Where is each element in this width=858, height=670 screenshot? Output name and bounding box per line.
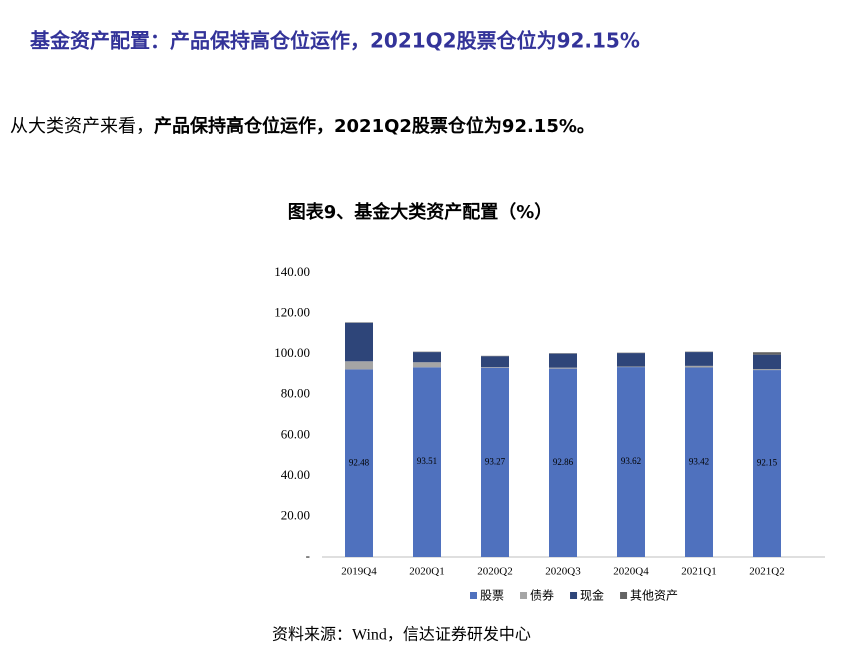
x-tick-label: 2021Q1 bbox=[681, 566, 716, 578]
bar-segment bbox=[345, 361, 373, 370]
value-label: 93.62 bbox=[621, 456, 641, 466]
bar-segment bbox=[617, 353, 645, 367]
value-label: 93.27 bbox=[485, 456, 506, 466]
bar-segment bbox=[753, 352, 781, 355]
heading: 基金资产配置：产品保持高仓位运作，2021Q2股票仓位为92.15% bbox=[30, 29, 640, 53]
paragraph: 从大类资产来看，产品保持高仓位运作，2021Q2股票仓位为92.15%。 bbox=[10, 115, 595, 137]
bar-segment bbox=[413, 352, 441, 363]
value-label: 92.48 bbox=[349, 457, 370, 467]
source: 资料来源：Wind，信达证券研发中心 bbox=[272, 626, 531, 644]
bar-segment bbox=[549, 367, 577, 369]
legend-label: 现金 bbox=[580, 588, 604, 603]
bar-segment bbox=[685, 367, 713, 557]
bar-segment bbox=[549, 353, 577, 368]
legend-label: 债券 bbox=[530, 588, 554, 603]
y-tick-label: 80.00 bbox=[281, 386, 310, 401]
y-tick-label: - bbox=[306, 548, 310, 563]
y-tick-label: 60.00 bbox=[281, 426, 310, 441]
x-tick-label: 2021Q2 bbox=[749, 566, 784, 578]
x-tick-label: 2019Q4 bbox=[341, 566, 377, 578]
chart-title: 图表9、基金大类资产配置（%） bbox=[288, 201, 553, 223]
legend-swatch bbox=[520, 592, 528, 599]
legend-swatch bbox=[570, 592, 578, 599]
y-tick-label: 140.00 bbox=[274, 264, 310, 279]
legend-label: 其他资产 bbox=[630, 589, 678, 603]
bar-segment bbox=[481, 367, 509, 368]
value-label: 92.86 bbox=[553, 457, 574, 467]
y-tick-label: 20.00 bbox=[281, 507, 310, 522]
x-tick-label: 2020Q2 bbox=[477, 566, 512, 578]
x-tick-label: 2020Q3 bbox=[545, 566, 581, 578]
bar-segment bbox=[753, 369, 781, 371]
bar-segment bbox=[549, 368, 577, 557]
value-label: 92.15 bbox=[757, 458, 778, 468]
bar-segment bbox=[685, 365, 713, 368]
bar-segment bbox=[753, 354, 781, 370]
bar-segment bbox=[345, 369, 373, 557]
y-tick-label: 40.00 bbox=[281, 467, 310, 482]
y-tick-label: 120.00 bbox=[274, 305, 310, 320]
y-tick-label: 100.00 bbox=[274, 345, 310, 360]
bar-segment bbox=[685, 352, 713, 366]
bar-segment bbox=[753, 370, 781, 557]
bar-segment bbox=[617, 366, 645, 368]
paragraph-bold: 产品保持高仓位运作，2021Q2股票仓位为92.15%。 bbox=[154, 115, 595, 137]
bar-segment bbox=[345, 322, 373, 362]
bar-segment bbox=[413, 367, 441, 557]
x-tick-label: 2020Q1 bbox=[409, 566, 444, 578]
x-tick-label: 2020Q4 bbox=[613, 566, 649, 578]
bar-segment bbox=[481, 367, 509, 557]
bar-segment bbox=[481, 356, 509, 368]
legend-swatch bbox=[620, 592, 628, 599]
value-label: 93.51 bbox=[417, 456, 437, 466]
paragraph-lead: 从大类资产来看， bbox=[10, 116, 154, 137]
value-label: 93.42 bbox=[689, 456, 709, 466]
bar-segment bbox=[617, 367, 645, 557]
legend-label: 股票 bbox=[480, 589, 504, 603]
legend-swatch bbox=[470, 592, 477, 599]
bar-segment bbox=[413, 362, 441, 368]
